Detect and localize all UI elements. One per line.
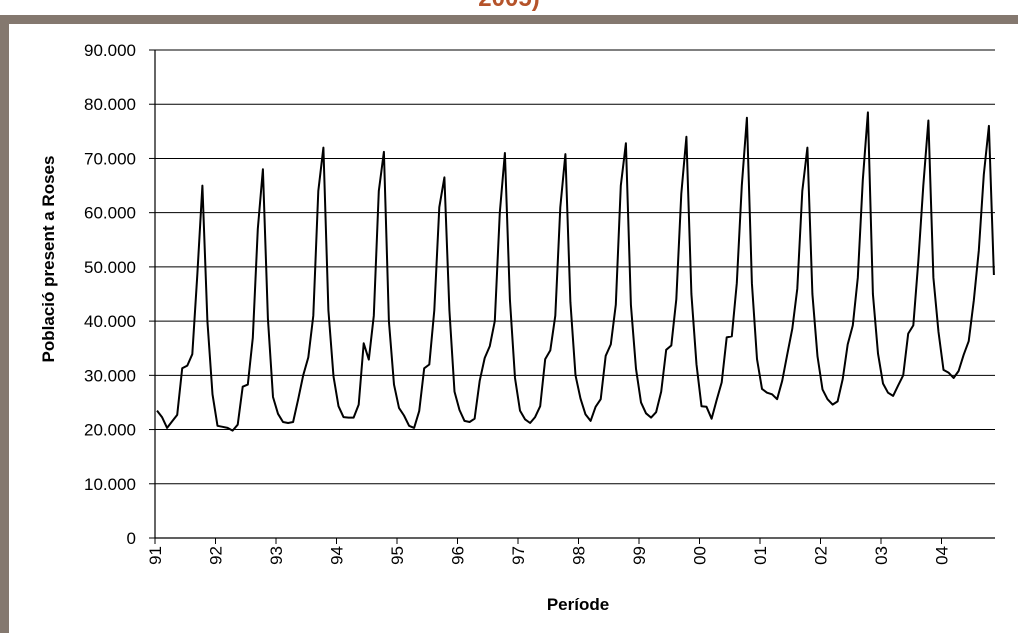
chart-panel — [9, 24, 1018, 633]
x-tick-label: 00 — [691, 546, 710, 565]
y-axis-title: Població present a Roses — [39, 156, 58, 363]
y-tick-label: 90.000 — [84, 41, 136, 60]
x-tick-label: 96 — [449, 546, 468, 565]
x-tick-label: 97 — [509, 546, 528, 565]
y-tick-label: 10.000 — [84, 475, 136, 494]
x-tick-label: 98 — [570, 546, 589, 565]
chart-title-fragment: 2005) — [0, 0, 1018, 14]
x-tick-label: 99 — [630, 546, 649, 565]
x-tick-label: 04 — [933, 546, 952, 565]
y-tick-label: 20.000 — [84, 421, 136, 440]
x-tick-label: 94 — [328, 546, 347, 565]
x-tick-label: 91 — [146, 546, 165, 565]
x-tick-label: 02 — [812, 546, 831, 565]
series-line — [156, 111, 995, 432]
x-tick-label: 03 — [872, 546, 891, 565]
y-tick-label: 30.000 — [84, 366, 136, 385]
x-tick-label: 95 — [388, 546, 407, 565]
y-tick-label: 60.000 — [84, 204, 136, 223]
y-tick-label: 0 — [127, 529, 136, 548]
x-tick-label: 92 — [207, 546, 226, 565]
y-tick-label: 80.000 — [84, 95, 136, 114]
y-tick-label: 40.000 — [84, 312, 136, 331]
x-tick-label: 01 — [751, 546, 770, 565]
x-axis-title: Període — [547, 595, 609, 614]
y-tick-label: 50.000 — [84, 258, 136, 277]
x-tick-label: 93 — [267, 546, 286, 565]
y-tick-label: 70.000 — [84, 149, 136, 168]
